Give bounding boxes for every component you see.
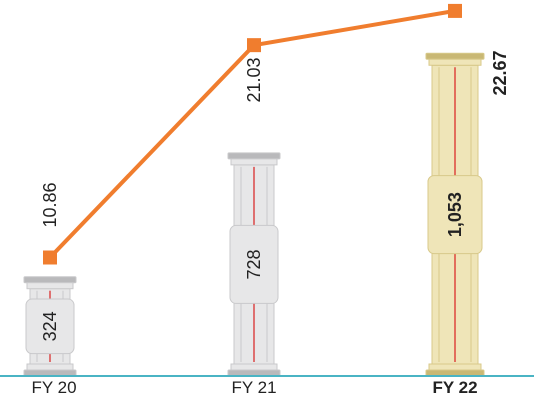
x-tick-label-fy21: FY 21 <box>231 378 277 397</box>
bar-value-label: 1,053 <box>445 192 465 237</box>
bar-capital-top <box>23 276 77 284</box>
bar-value-label: 728 <box>244 249 264 279</box>
bar-3: 1,053 <box>425 52 485 377</box>
bar-label-panel <box>229 224 279 304</box>
line-point-marker <box>247 38 261 53</box>
bar-base-top <box>26 363 74 371</box>
bar-capital-bottom <box>428 58 482 66</box>
bar-capital-top <box>227 152 281 160</box>
line-value-label: 22.67 <box>490 50 510 95</box>
bar-label-panel <box>25 298 75 355</box>
bar-capital-top <box>425 52 485 60</box>
line-point-marker <box>43 250 57 265</box>
bar-value-label: 324 <box>40 311 60 341</box>
line-value-label: 21.03 <box>244 57 264 102</box>
bar-capital-bottom <box>26 282 74 290</box>
bar-2: 728 <box>227 152 281 377</box>
bars-layer: 324 728 1,053 <box>23 52 485 377</box>
bar-base-top <box>230 363 278 371</box>
line-value-label: 10.86 <box>40 182 60 227</box>
bar-capital-bottom <box>230 158 278 166</box>
bar-label-panel <box>427 175 483 255</box>
bar-1: 324 <box>23 276 77 377</box>
bar-base-top <box>428 363 482 371</box>
line-series-layer: 10.86 21.03 22.67 <box>40 3 510 265</box>
line-point-marker <box>448 3 462 18</box>
x-tick-label-fy20: FY 20 <box>31 378 77 397</box>
x-tick-label-fy22: FY 22 <box>432 378 478 397</box>
